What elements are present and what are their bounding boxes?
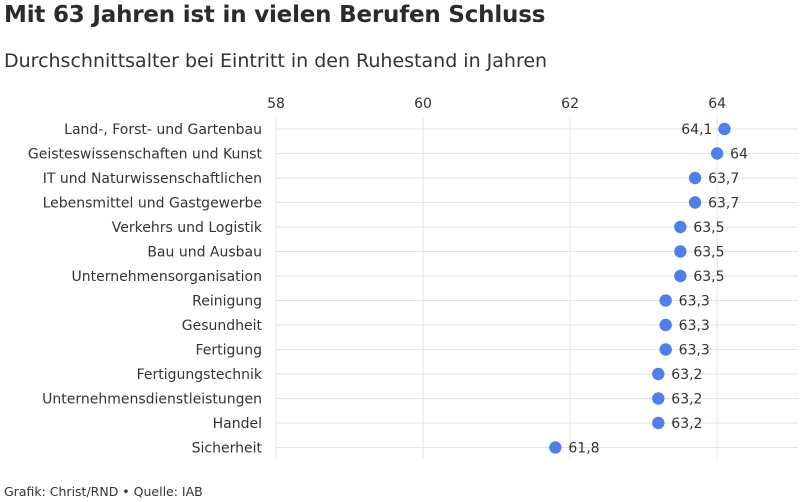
x-tick-label: 60 bbox=[414, 96, 432, 112]
category-label: Lebensmittel und Gastgewerbe bbox=[43, 196, 262, 212]
category-label: Land-, Forst- und Gartenbau bbox=[64, 122, 262, 138]
category-label: Gesundheit bbox=[182, 318, 263, 334]
data-label: 63,2 bbox=[671, 416, 702, 432]
data-point bbox=[710, 147, 724, 160]
data-point bbox=[718, 122, 731, 136]
data-point bbox=[659, 294, 672, 307]
x-tick-label: 62 bbox=[561, 96, 579, 112]
data-point bbox=[549, 441, 562, 454]
data-label: 63,5 bbox=[693, 220, 724, 236]
x-axis-ticks: 58 60 62 64 bbox=[267, 96, 726, 112]
category-label: Bau und Ausbau bbox=[147, 245, 262, 261]
category-label: Reinigung bbox=[192, 294, 262, 310]
data-point bbox=[688, 196, 702, 209]
category-label: Geisteswissenschaften und Kunst bbox=[28, 147, 263, 163]
category-label: Verkehrs und Logistik bbox=[112, 220, 263, 236]
data-label: 63,7 bbox=[708, 171, 739, 187]
data-label: 61,8 bbox=[568, 441, 599, 457]
grid-lines bbox=[275, 118, 798, 458]
data-point bbox=[659, 318, 672, 332]
data-point bbox=[659, 343, 672, 356]
x-tick-label: 58 bbox=[267, 96, 285, 112]
data-label: 64 bbox=[730, 147, 748, 163]
data-label: 63,3 bbox=[679, 294, 710, 310]
data-label: 63,5 bbox=[693, 245, 724, 261]
data-label: 64,1 bbox=[681, 122, 712, 138]
data-label: 63,2 bbox=[671, 392, 702, 408]
x-tick-label: 64 bbox=[708, 96, 726, 112]
category-label: Sicherheit bbox=[192, 441, 263, 457]
category-label: IT und Naturwissenschaftlichen bbox=[43, 171, 262, 187]
data-point bbox=[652, 392, 665, 405]
data-label: 63,5 bbox=[693, 269, 724, 285]
data-label: 63,3 bbox=[679, 318, 710, 334]
data-point bbox=[688, 171, 702, 185]
data-points bbox=[549, 122, 731, 454]
chart-subtitle: Durchschnittsalter bei Eintritt in den R… bbox=[4, 50, 548, 72]
category-label: Unternehmensorganisation bbox=[71, 269, 262, 285]
data-label: 63,7 bbox=[708, 196, 739, 212]
data-label: 63,3 bbox=[679, 343, 710, 359]
category-label: Handel bbox=[213, 416, 262, 432]
data-labels: 64,1 64 63,7 63,7 63,5 63,5 63,5 63,3 63,3 63,3 63… bbox=[568, 122, 748, 457]
data-point bbox=[674, 269, 687, 283]
category-label: Fertigung bbox=[195, 343, 262, 359]
data-label: 63,2 bbox=[671, 367, 702, 383]
data-point bbox=[652, 416, 665, 430]
data-point bbox=[674, 220, 687, 234]
source-note: Grafik: Christ/RND • Quelle: IAB bbox=[4, 484, 203, 499]
chart-title: Mit 63 Jahren ist in vielen Berufen Schl… bbox=[4, 2, 546, 28]
category-label: Fertigungstechnik bbox=[137, 367, 263, 383]
category-labels: Land-, Forst- und Gartenbau Geisteswissen… bbox=[28, 122, 263, 457]
category-label: Unternehmensdienstleistungen bbox=[42, 392, 262, 408]
data-point bbox=[652, 367, 665, 381]
data-point bbox=[674, 245, 687, 258]
